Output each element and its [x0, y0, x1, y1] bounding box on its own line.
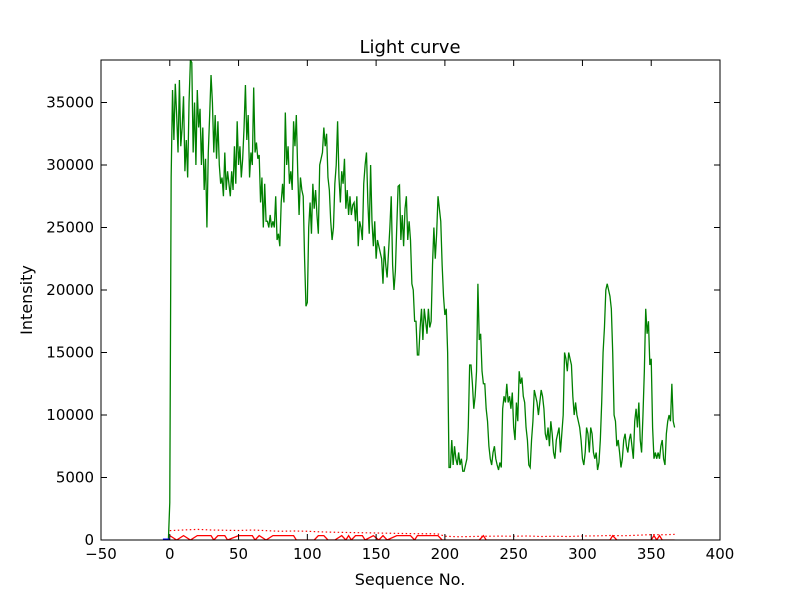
plot-background	[101, 60, 720, 540]
y-tick-label: 30000	[46, 156, 94, 174]
x-tick-label: 0	[165, 545, 175, 563]
x-tick-label: 150	[362, 545, 391, 563]
plot-area	[100, 59, 721, 541]
y-tick-label: 15000	[46, 344, 94, 362]
x-tick-label: 400	[706, 545, 735, 563]
y-tick-label: 35000	[46, 94, 94, 112]
x-tick-label: 350	[637, 545, 666, 563]
x-tick-label: 300	[568, 545, 597, 563]
series-line-3	[169, 534, 675, 540]
y-tick-label: 10000	[46, 406, 94, 424]
chart-title: Light curve	[359, 37, 460, 58]
x-tick-label: −50	[85, 545, 117, 563]
y-tick-label: 5000	[56, 469, 94, 487]
y-tick-label: 25000	[46, 219, 94, 237]
plot-frame	[100, 59, 721, 541]
x-axis-label: Sequence No.	[355, 570, 466, 589]
x-axis: −50 0 50 100 150 200 250 300 350 400	[85, 60, 734, 563]
series-line-1	[167, 60, 676, 540]
x-tick-label: 250	[499, 545, 528, 563]
y-tick-label: 0	[84, 531, 94, 549]
x-tick-label: 100	[293, 545, 322, 563]
y-axis: 0 5000 10000 15000 20000 25000 30000 35000	[46, 94, 720, 549]
x-tick-label: 50	[229, 545, 248, 563]
y-axis-label: Intensity	[17, 265, 36, 335]
x-tick-label: 200	[431, 545, 460, 563]
y-tick-label: 20000	[46, 281, 94, 299]
series-line-2	[169, 528, 675, 538]
